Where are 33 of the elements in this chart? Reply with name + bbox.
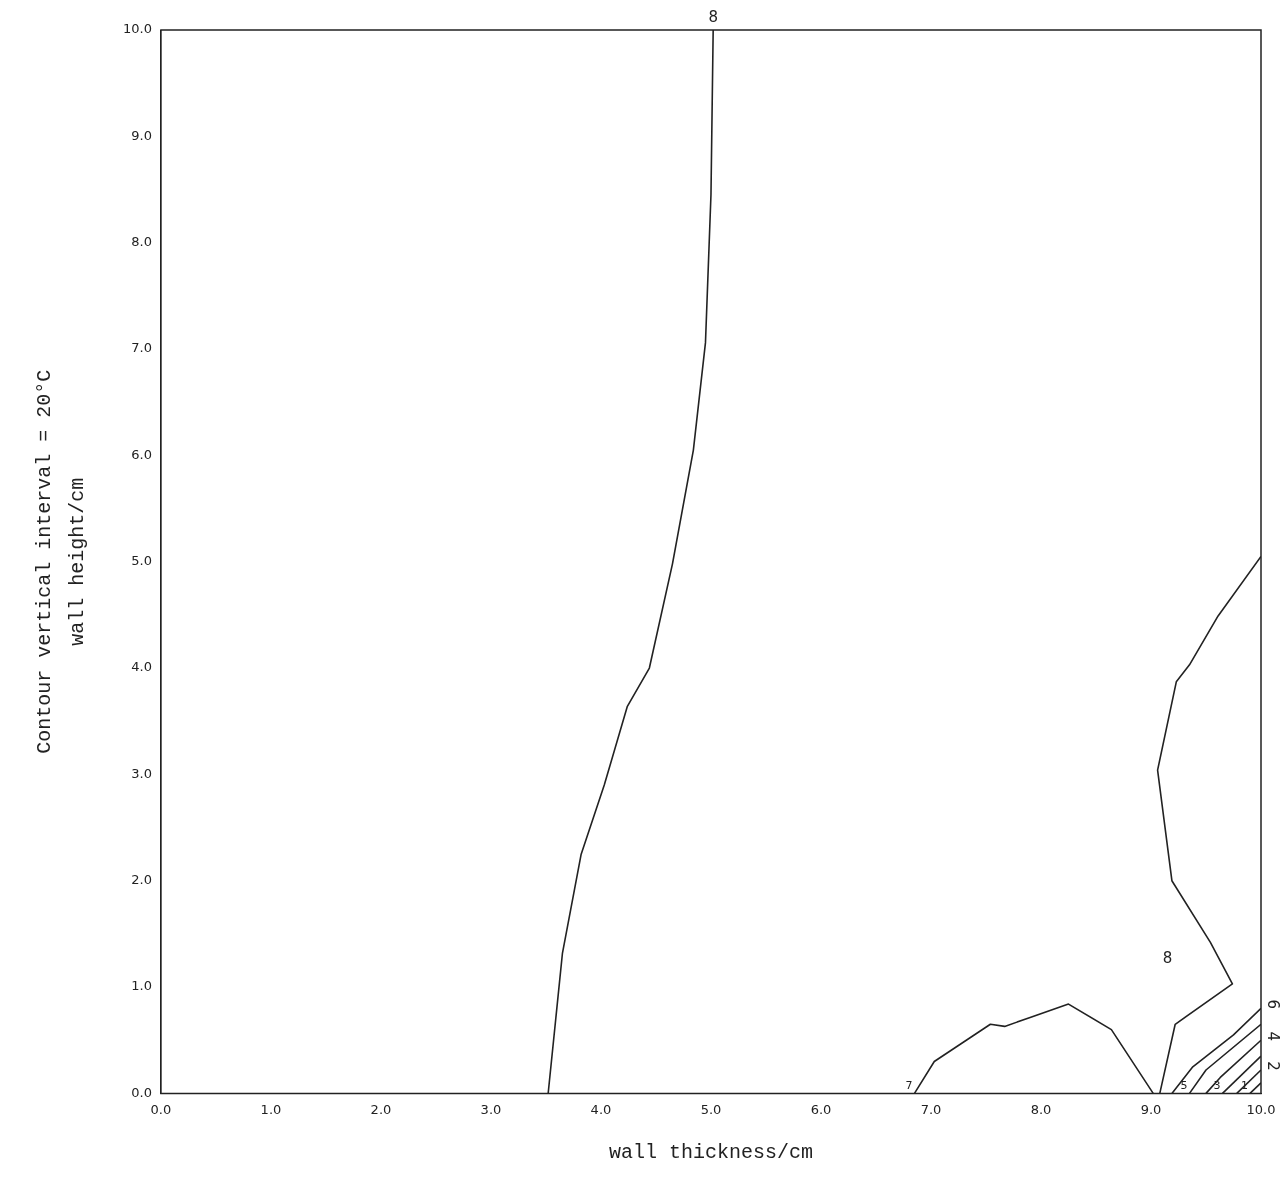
y-tick-label: 4.0	[131, 659, 152, 675]
y-tick-label: 5.0	[131, 553, 152, 569]
series-label: 1	[1241, 1078, 1248, 1092]
x-tick-label: 10.0	[1246, 1101, 1276, 1117]
x-tick-label: 4.0	[590, 1101, 612, 1117]
y-tick-label: 3.0	[131, 765, 152, 781]
y-tick-label: 10.0	[122, 21, 152, 37]
x-axis-title: wall thickness/cm	[608, 1141, 813, 1165]
y-tick-label: 6.0	[131, 446, 152, 462]
y-tick-label: 2.0	[131, 872, 152, 888]
text: 2	[1264, 1061, 1281, 1071]
x-tick-label: 6.0	[810, 1101, 832, 1117]
y-tick-label: 8.0	[131, 234, 152, 250]
x-tick-label: 9.0	[1140, 1101, 1162, 1117]
x-tick-label: 5.0	[700, 1101, 722, 1117]
x-tick-label: 2.0	[370, 1101, 392, 1117]
x-tick-label: 8.0	[1030, 1101, 1052, 1117]
x-tick-label: 0.0	[150, 1101, 172, 1117]
series-label: 8	[708, 8, 718, 27]
y-tick-label: 9.0	[131, 127, 152, 143]
y-tick-label: 1.0	[131, 978, 152, 994]
x-tick-label: 7.0	[920, 1101, 942, 1117]
text: 6	[1264, 999, 1281, 1010]
x-tick-label: 1.0	[260, 1101, 282, 1117]
y-tick-label: 7.0	[131, 340, 152, 356]
text: 8	[1162, 948, 1173, 967]
series-label: 7	[905, 1078, 913, 1092]
y-axis-title: wall height/cm	[66, 477, 90, 646]
text: 4	[1264, 1031, 1281, 1041]
series-label: 5	[1180, 1078, 1188, 1092]
y-tick-label: 0.0	[131, 1084, 152, 1100]
x-tick-label: 3.0	[480, 1101, 502, 1117]
text: Contour vertical interval = 20°C	[33, 369, 57, 754]
